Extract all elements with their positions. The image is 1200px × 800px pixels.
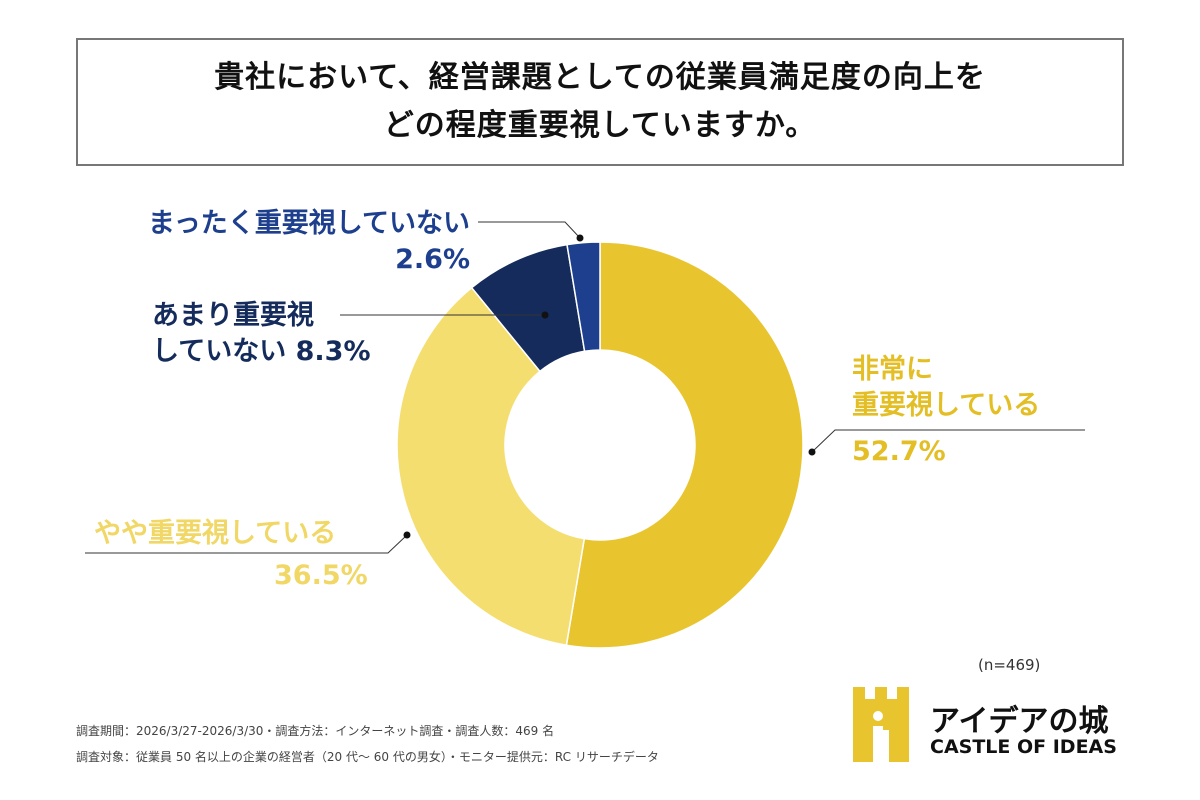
- label-somewhat-important: やや重要視している 36.5%: [94, 516, 368, 594]
- title-line-1: 貴社において、経営課題としての従業員満足度の向上を: [214, 60, 986, 95]
- label-text: あまり重要視: [152, 300, 314, 331]
- donut-slice-1: [396, 286, 586, 647]
- question-title-box: 貴社において、経営課題としての従業員満足度の向上を どの程度重要視していますか。: [76, 38, 1124, 166]
- label-very-important: 非常に 重要視している 52.7%: [852, 352, 1040, 470]
- footer-line-2: 調査対象：従業員 50 名以上の企業の経営者（20 代～ 60 代の男女）・モニ…: [76, 750, 659, 764]
- sample-size: (n=469): [978, 656, 1041, 674]
- label-not-very-important: あまり重要視 していない 8.3%: [152, 298, 371, 370]
- value-label: 8.3%: [295, 336, 371, 367]
- logo-text-en: CASTLE OF IDEAS: [930, 736, 1117, 758]
- footer-line-1: 調査期間：2026/3/27-2026/3/30・調査方法：インターネット調査・…: [76, 724, 555, 738]
- label-text: 非常に: [852, 354, 933, 385]
- label-not-important-at-all: まったく重要視していない 2.6%: [94, 206, 470, 278]
- logo-text-jp: アイデアの城: [930, 704, 1109, 739]
- leader-line-1: [85, 534, 408, 554]
- leader-dot-0: [808, 448, 816, 456]
- donut-slice-0: [565, 241, 804, 649]
- leader-line-3: [478, 221, 581, 239]
- value-label: 2.6%: [395, 244, 470, 275]
- label-text: まったく重要視していない: [147, 208, 470, 239]
- label-text: やや重要視している: [94, 518, 337, 549]
- leader-line-0: [811, 429, 1085, 453]
- value-label: 52.7%: [852, 436, 946, 467]
- leader-dot-1: [403, 531, 411, 539]
- title-line-2: どの程度重要視していますか。: [383, 108, 817, 143]
- leader-dot-3: [576, 234, 584, 242]
- donut-slice-3: [566, 241, 601, 353]
- label-text: していない: [152, 336, 287, 367]
- label-text: 重要視している: [852, 390, 1041, 421]
- leader-dot-2: [541, 311, 549, 319]
- value-label: 36.5%: [274, 560, 368, 591]
